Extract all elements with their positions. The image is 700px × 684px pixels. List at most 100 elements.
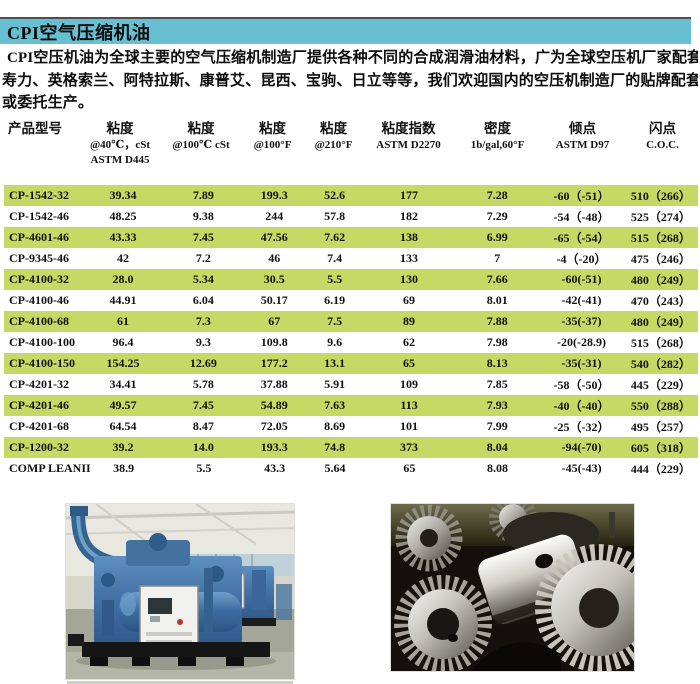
table-cell: 65 — [403, 356, 416, 370]
table-cell: -65（-54） — [553, 231, 610, 245]
table-cell: 470（243） — [630, 294, 691, 308]
product-model-cell: CP-4100-46 — [9, 293, 69, 307]
table-cell: 96.4 — [112, 335, 134, 349]
table-row: CP-4601-46 43.33 7.45 47.56 7.62 138 6.99 -65（-… — [4, 227, 698, 248]
table-cell: 74.8 — [324, 440, 346, 454]
table-cell: 52.6 — [324, 188, 346, 202]
table-cell: 6.04 — [192, 293, 214, 307]
table-cell: 7.45 — [192, 398, 214, 412]
table-cell: 7.4 — [327, 251, 343, 265]
table-cell: 101 — [400, 419, 419, 433]
table-cell: 89 — [403, 314, 416, 328]
gears-photo-illustration — [391, 504, 634, 671]
table-cell: 525（274） — [630, 210, 691, 224]
table-cell: 7.98 — [486, 335, 508, 349]
table-row: CP-4100-150 154.25 12.69 177.2 13.1 65 8.13 -35… — [4, 353, 698, 374]
table-row: CP-4100-32 28.0 5.34 30.5 5.5 130 7.66 -60(-51)… — [4, 269, 698, 290]
table-cell: 7.63 — [324, 398, 346, 412]
table-cell: 47.56 — [260, 230, 288, 244]
table-cell: 515（268） — [630, 231, 691, 245]
table-cell: 69 — [403, 293, 416, 307]
table-cell: 8.04 — [486, 440, 508, 454]
table-cell: 5.64 — [324, 461, 346, 475]
table-row: CP-4201-46 49.57 7.45 54.89 7.63 113 7.93 -40（-… — [4, 395, 698, 416]
table-cell: -35(-37) — [561, 314, 602, 328]
table-cell: 113 — [400, 398, 418, 412]
table-cell: 7.99 — [486, 419, 508, 433]
intro-line-2: 寿力、英格索兰、阿特拉斯、康普艾、昆西、宝驹、日立等等，我们欢迎国内的空压机制造… — [2, 72, 698, 89]
table-cell: 445（229） — [630, 378, 691, 392]
table-row: CP-1542-32 39.34 7.89 199.3 52.6 177 7.28 -60（-… — [4, 185, 698, 206]
spec-table: 产品型号 粘度 @40℃，cSt ASTM D445 粘度 @100℃ cSt … — [0, 119, 700, 479]
table-cell: 193.3 — [260, 440, 288, 454]
table-cell: -58（-50） — [553, 378, 610, 392]
table-cell: -42(-41) — [561, 293, 602, 307]
table-cell: 39.34 — [109, 188, 137, 202]
table-row: CP-4100-68 61 7.3 67 7.5 89 7.88 -35(-37) 480（24… — [4, 311, 698, 332]
table-row: COMP LEANII 38.9 5.5 43.3 5.64 65 8.08 -45(-43)… — [4, 458, 698, 479]
photo-shadow-line — [67, 681, 293, 684]
table-cell: 28.0 — [112, 272, 134, 286]
table-cell: 8.47 — [192, 419, 214, 433]
product-model-cell: CP-4201-32 — [9, 377, 69, 391]
table-cell: 540（282） — [630, 357, 691, 371]
table-cell: 5.91 — [324, 377, 346, 391]
product-model-cell: CP-4201-46 — [9, 398, 69, 412]
table-cell: 373 — [400, 440, 419, 454]
table-cell: 30.5 — [263, 272, 285, 286]
table-cell: 7.85 — [486, 377, 508, 391]
table-cell: 495（257） — [630, 420, 691, 434]
table-cell: 182 — [400, 209, 419, 223]
product-model-cell: CP-4100-32 — [9, 272, 69, 286]
table-header: 产品型号 粘度 @40℃，cSt ASTM D445 粘度 @100℃ cSt … — [0, 119, 700, 167]
page-title: CPI空气压缩机油 — [7, 22, 151, 43]
table-cell: -60(-51) — [561, 272, 602, 286]
table-cell: 444（229） — [630, 462, 691, 476]
table-cell: 62 — [403, 335, 416, 349]
table-cell: 550（288） — [630, 399, 691, 413]
table-cell: 9.6 — [327, 335, 343, 349]
table-cell: 177 — [400, 188, 419, 202]
product-model-cell: CP-1542-46 — [9, 209, 69, 223]
table-cell: 9.38 — [192, 209, 214, 223]
table-cell: 9.3 — [195, 335, 211, 349]
table-cell: 67 — [268, 314, 281, 328]
product-model-cell: CP-4100-68 — [9, 314, 69, 328]
table-cell: -4（-20） — [556, 252, 607, 266]
table-cell: 57.8 — [324, 209, 346, 223]
table-cell: -60（-51） — [553, 189, 610, 203]
intro-paragraph: CPI空压机油为全球主要的空气压缩机制造厂提供各种不同的合成润滑油材料，广为全球… — [2, 47, 698, 115]
table-cell: 72.05 — [260, 419, 288, 433]
product-model-cell: CP-4201-68 — [9, 419, 69, 433]
product-model-cell: COMP LEANII — [9, 461, 91, 475]
table-cell: 37.88 — [260, 377, 288, 391]
table-cell: 480（249） — [630, 273, 691, 287]
table-cell: 54.89 — [260, 398, 288, 412]
table-cell: -45(-43) — [561, 461, 602, 475]
table-cell: 7.28 — [486, 188, 508, 202]
product-model-cell: CP-4100-100 — [9, 335, 75, 349]
intro-line-3: 或委托生产。 — [2, 95, 94, 111]
table-cell: 7.45 — [192, 230, 214, 244]
table-cell: 5.34 — [192, 272, 214, 286]
table-cell: 7.3 — [195, 314, 211, 328]
table-cell: 138 — [400, 230, 419, 244]
table-cell: 154.25 — [106, 356, 140, 370]
table-cell: 5.5 — [196, 461, 212, 475]
table-cell: 48.25 — [109, 209, 137, 223]
table-cell: 480（249） — [630, 315, 691, 329]
column-header-density: 密度 1b/gal,60°F — [470, 121, 525, 151]
table-cell: 5.5 — [327, 272, 343, 286]
table-cell: -40（-40） — [553, 399, 610, 413]
table-row: CP-9345-46 42 7.2 46 7.4 133 7 -4（-20） 475（246） — [4, 248, 698, 269]
gears-photo — [390, 503, 635, 672]
table-cell: 49.57 — [109, 398, 137, 412]
column-header-flash-point: 闪点 C.O.C. — [646, 121, 679, 151]
table-cell: 5.78 — [192, 377, 214, 391]
table-cell: 50.17 — [260, 293, 288, 307]
page-title-bar: CPI空气压缩机油 — [0, 17, 691, 44]
column-header-viscosity-index: 粘度指数 ASTM D2270 — [376, 121, 441, 151]
table-cell: 64.54 — [109, 419, 137, 433]
table-cell: 38.9 — [113, 461, 135, 475]
